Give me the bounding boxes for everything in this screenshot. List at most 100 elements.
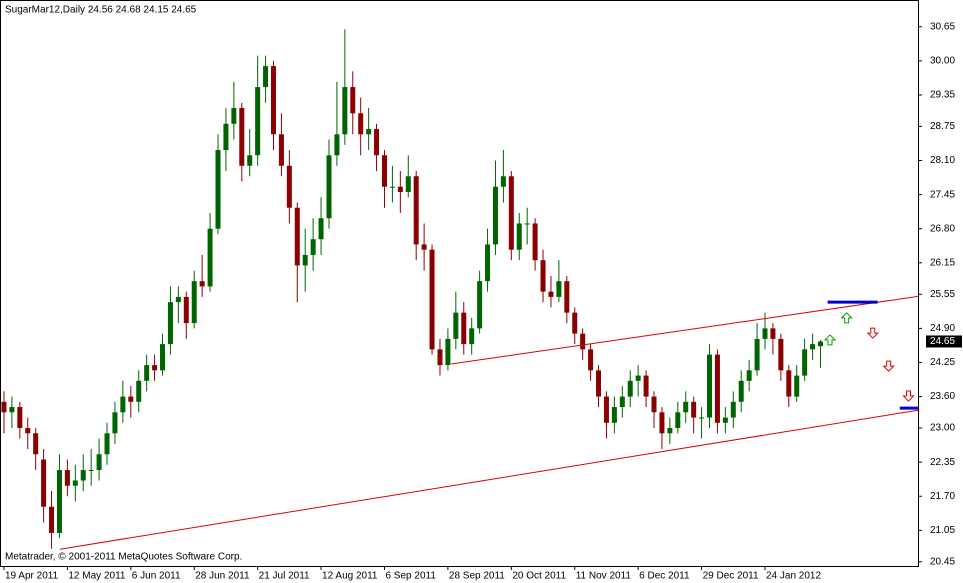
candle-body: [80, 470, 86, 481]
y-tick-label: 22.35: [930, 457, 955, 468]
candle-body: [1, 401, 7, 413]
candle-body: [389, 186, 395, 188]
candle-body: [144, 365, 150, 381]
candle-body: [381, 155, 387, 187]
x-tick-label: 28 Sep 2011: [449, 571, 505, 582]
candle-body: [596, 370, 602, 397]
candle-body: [667, 428, 673, 434]
x-tick-label: 19 Apr 2011: [5, 571, 59, 582]
y-tick-label: 24.25: [930, 357, 955, 368]
candle-body: [691, 401, 697, 418]
x-tick-label: 12 May 2011: [68, 571, 126, 582]
candle-body: [572, 312, 578, 334]
candle-body: [397, 186, 403, 192]
signal-arrow: [882, 360, 895, 372]
candle-body: [635, 375, 641, 381]
candle-body: [699, 417, 705, 419]
candle-body: [191, 281, 197, 324]
candle-body: [286, 165, 292, 208]
candle-body: [56, 470, 62, 533]
x-tick-label: 28 Jun 2011: [195, 571, 250, 582]
candle-body: [437, 349, 443, 366]
candle-body: [263, 66, 269, 88]
candle-body: [278, 134, 284, 166]
candle-body: [421, 244, 427, 250]
y-tick-label: 23.00: [930, 423, 955, 434]
y-tick-label: 30.00: [930, 55, 955, 66]
candle-body: [469, 328, 475, 345]
candle-body: [810, 344, 816, 350]
candle-body: [730, 401, 736, 418]
candle-body: [794, 375, 800, 397]
candle-body: [477, 281, 483, 329]
candle-body: [302, 254, 308, 266]
candle-body: [33, 433, 39, 455]
candle-body: [294, 207, 300, 266]
x-tick-label: 20 Oct 2011: [512, 571, 566, 582]
candle-body: [580, 333, 586, 350]
x-tick-label: 6 Dec 2011: [639, 571, 690, 582]
candle-body: [786, 370, 792, 397]
candle-body: [160, 344, 166, 371]
candle-body: [619, 396, 625, 408]
x-tick-label: 11 Nov 2011: [576, 571, 632, 582]
candle-body: [714, 354, 720, 423]
candle-body: [532, 223, 538, 261]
candle-body: [675, 412, 681, 429]
y-tick-label: 26.80: [930, 223, 955, 234]
chart-title: SugarMar12,Daily 24.56 24.68 24.15 24.65: [5, 5, 197, 16]
y-tick-label: 20.45: [930, 556, 955, 567]
candle-body: [223, 123, 229, 151]
candle-body: [342, 87, 348, 135]
candle-body: [96, 454, 102, 471]
y-tick-label: 25.55: [930, 289, 955, 300]
candle-body: [445, 338, 451, 366]
y-tick-label: 27.45: [930, 189, 955, 200]
candle-body: [548, 291, 554, 297]
candle-body: [183, 296, 189, 324]
candle-body: [17, 407, 23, 429]
candle-body: [366, 129, 372, 135]
candle-body: [374, 129, 380, 156]
candle-body: [405, 176, 411, 192]
candle-body: [64, 470, 70, 486]
candle-body: [112, 412, 118, 434]
candle-body: [746, 370, 752, 381]
candle-body: [738, 380, 744, 402]
candle-body: [754, 338, 760, 371]
y-tick-label: 24.90: [930, 323, 955, 334]
candle-body: [25, 428, 31, 434]
x-tick-label: 29 Dec 2011: [703, 571, 759, 582]
candle-body: [88, 470, 94, 472]
candle-body: [651, 396, 657, 413]
y-tick-label: 21.05: [930, 525, 955, 536]
trend-line: [59, 409, 919, 550]
candle-body: [588, 349, 594, 371]
candle-body: [167, 302, 173, 345]
candle-body: [603, 396, 609, 423]
y-tick-label: 26.15: [930, 257, 955, 268]
candle-body: [540, 260, 546, 292]
signal-arrow: [823, 334, 837, 346]
candle-body: [564, 281, 570, 313]
x-tick-label: 6 Jun 2011: [132, 571, 181, 582]
candle-body: [334, 134, 340, 156]
candle-body: [683, 401, 689, 413]
candle-body: [643, 375, 649, 397]
candle-body: [120, 396, 126, 413]
candle-body: [255, 87, 261, 156]
candle-body: [524, 223, 530, 225]
last-price-label: 24.65: [930, 336, 955, 347]
x-tick-label: 12 Aug 2011: [322, 571, 378, 582]
signal-arrow: [840, 312, 853, 324]
y-tick-label: 30.65: [930, 21, 955, 32]
candle-body: [175, 296, 181, 303]
candle-body: [453, 312, 459, 339]
y-tick-label: 21.70: [930, 491, 955, 502]
candle-body: [461, 312, 467, 345]
candle-body: [49, 506, 55, 533]
candle-body: [707, 354, 713, 418]
candle-body: [413, 176, 419, 245]
candle-body: [659, 412, 665, 434]
